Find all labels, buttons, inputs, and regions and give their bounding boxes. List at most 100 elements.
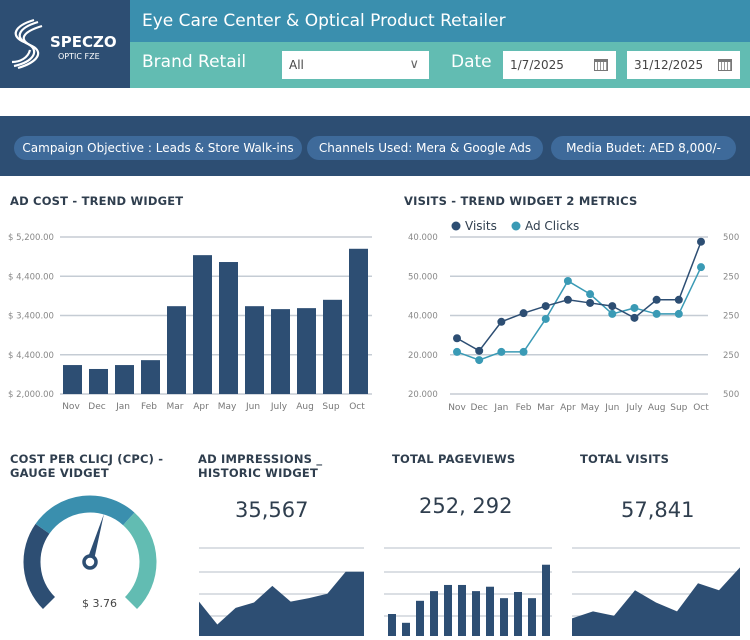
x-tick-label: Feb — [516, 403, 532, 413]
sparkline-area — [572, 567, 740, 636]
series-line-visits — [456, 241, 702, 352]
x-tick-label: Jan — [115, 402, 130, 412]
bar-sup — [323, 299, 342, 394]
data-point — [630, 313, 639, 322]
data-point — [497, 347, 506, 356]
sparkline-bar — [388, 614, 396, 636]
x-tick-label: Apr — [560, 403, 576, 413]
page-title: Eye Care Center & Optical Product Retail… — [130, 0, 750, 42]
x-tick-label: Dec — [470, 403, 487, 413]
data-point — [586, 290, 595, 299]
visits-value: 57,841 — [621, 498, 695, 522]
data-point — [541, 314, 550, 323]
data-point — [519, 347, 528, 356]
x-tick-label: Aug — [648, 403, 666, 413]
logo-swirl-icon — [11, 18, 43, 70]
calendar-icon[interactable] — [718, 59, 732, 71]
x-tick-label: Mar — [167, 402, 184, 412]
brand-select-value: All — [289, 58, 304, 72]
x-tick-label: Aug — [296, 402, 314, 412]
y-tick-label: $ 4,400.00 — [8, 272, 54, 282]
bar-aug — [297, 308, 316, 394]
campaign-objective-pill: Campaign Objective : Leads & Store Walk-… — [14, 136, 302, 160]
visits-widget-title: TOTAL VISITS — [580, 452, 670, 466]
data-point — [652, 295, 661, 304]
brand-select[interactable]: All ∨ — [282, 51, 429, 79]
data-point — [652, 309, 661, 318]
bar-nov — [63, 365, 82, 394]
date-from-input[interactable]: 1/7/2025 — [503, 51, 616, 79]
cpc-title: COST PER CLICJ (CPC) - GAUGE VIDGET — [10, 452, 164, 480]
series-line-ad-clicks — [456, 266, 702, 361]
bar-jan — [115, 365, 134, 394]
legend-label: Ad Clicks — [525, 219, 579, 233]
x-tick-label: Nov — [448, 403, 466, 413]
data-point — [519, 309, 528, 318]
gauge-segment-low — [23, 523, 56, 610]
x-tick-label: Mar — [537, 403, 554, 413]
gauge-needle — [86, 513, 104, 563]
legend-marker — [451, 221, 461, 231]
date-to-input[interactable]: 31/12/2025 — [627, 51, 740, 79]
data-point — [475, 356, 484, 365]
impressions-title: AD IMPRESSIONS _ HISTORIC WIDGET — [198, 452, 323, 480]
campaign-banner: Campaign Objective : Leads & Store Walk-… — [0, 116, 750, 176]
sparkline-bar — [514, 592, 522, 636]
x-tick-label: Oct — [349, 402, 365, 412]
x-tick-label: May — [218, 402, 237, 412]
logo: SPECZO OPTIC FZE — [0, 0, 130, 88]
y-tick-label: $ 2,000.00 — [8, 390, 54, 400]
impressions-value: 35,567 — [235, 498, 309, 522]
bar-oct — [349, 248, 368, 394]
date-to-value: 31/12/2025 — [634, 58, 704, 72]
date-label: Date — [451, 52, 492, 72]
legend-label: Visits — [465, 219, 497, 233]
legend-marker — [511, 221, 521, 231]
y-left-tick-label: 20.000 — [408, 351, 438, 361]
sparkline-bar — [472, 591, 480, 636]
chevron-down-icon: ∨ — [409, 57, 419, 72]
data-point — [453, 334, 461, 343]
pageviews-title: TOTAL PAGEVIEWS — [392, 452, 516, 466]
y-left-tick-label: 40.000 — [408, 233, 438, 243]
x-tick-label: Sup — [322, 402, 339, 412]
sparkline-bar — [500, 598, 508, 636]
y-left-tick-label: 20.000 — [408, 390, 438, 400]
calendar-icon[interactable] — [594, 59, 608, 71]
x-tick-label: July — [270, 402, 288, 412]
bar-dec — [89, 368, 108, 394]
sparkline-bar — [542, 564, 550, 636]
bar-mar — [167, 306, 186, 394]
y-right-tick-label: 250 — [723, 272, 739, 282]
date-from-value: 1/7/2025 — [510, 58, 564, 72]
x-tick-label: Nov — [62, 402, 80, 412]
filter-bar: Brand Retail All ∨ Date 1/7/2025 31/12/2… — [130, 42, 750, 88]
bar-jun — [245, 306, 264, 394]
data-point — [674, 309, 683, 318]
x-tick-label: Sup — [670, 403, 687, 413]
x-tick-label: Oct — [693, 403, 709, 413]
y-tick-label: $ 3,400.00 — [8, 312, 54, 322]
y-tick-label: $ 5,200.00 — [8, 233, 54, 243]
y-left-tick-label: 50.000 — [408, 272, 438, 282]
pageviews-value: 252, 292 — [419, 494, 513, 518]
data-point — [541, 302, 550, 311]
visits-sparkline — [572, 547, 740, 636]
gauge-segment-mid — [35, 495, 135, 534]
data-point — [697, 237, 705, 246]
visits-title: VISITS - TREND WIDGET 2 METRICS — [404, 194, 638, 208]
logo-name: SPECZO — [50, 33, 117, 51]
y-tick-label: $ 4,400.00 — [8, 351, 54, 361]
sparkline-bar — [402, 622, 410, 636]
ad-cost-chart: $ 5,200.00 $ 4,400.00 $ 3,400.00 $ 4,400.00… — [8, 233, 372, 412]
media-budget-pill: Media Budet: AED 8,000/- — [551, 136, 736, 160]
x-tick-label: Jun — [604, 403, 619, 413]
brand-label: Brand Retail — [142, 52, 247, 72]
data-point — [586, 298, 595, 307]
x-tick-label: Dec — [88, 402, 105, 412]
y-left-tick-label: 40.000 — [408, 312, 438, 322]
x-tick-label: Apr — [193, 402, 209, 412]
gauge-segment-high — [122, 512, 157, 610]
sparkline-bar — [416, 600, 424, 636]
x-tick-label: July — [625, 403, 643, 413]
